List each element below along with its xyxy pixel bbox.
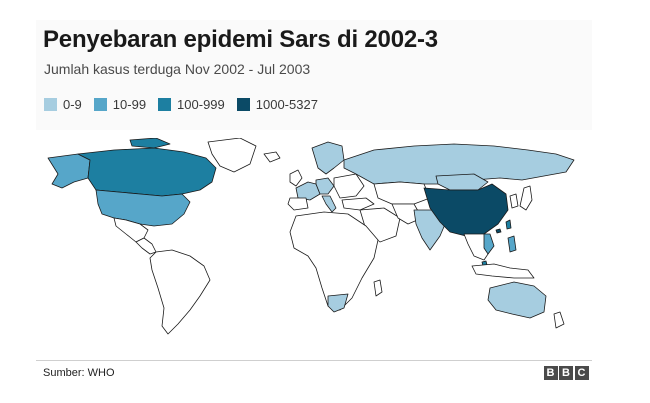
legend-item-100-999: 100-999 (158, 97, 225, 112)
page-title: Penyebaran epidemi Sars di 2002-3 (43, 26, 438, 53)
region-china (423, 183, 509, 237)
legend-swatch (93, 97, 107, 111)
legend-item-1000-5327: 1000-5327 (236, 96, 318, 112)
region-japan (519, 185, 533, 211)
bbc-logo-letter: C (574, 366, 589, 380)
region-central-asia (373, 181, 431, 205)
legend-swatch (44, 97, 57, 111)
region-vietnam (483, 233, 495, 255)
region-south-america (149, 249, 211, 335)
region-iberia (287, 197, 309, 211)
region-south-africa (327, 293, 349, 313)
region-scandinavia (311, 141, 345, 175)
legend-item-0-9: 0-9 (44, 97, 82, 112)
bbc-logo-letter: B (543, 366, 558, 380)
legend-label: 100-999 (177, 96, 225, 112)
bbc-logo: B B C (542, 366, 589, 380)
region-korea (509, 193, 519, 209)
region-australia (487, 281, 547, 319)
legend-swatch (158, 97, 172, 111)
region-taiwan (505, 219, 512, 230)
region-new-zealand (553, 311, 565, 329)
region-hong-kong (495, 228, 502, 234)
page-subtitle: Jumlah kasus terduga Nov 2002 - Jul 2003 (44, 61, 311, 77)
region-madagascar (373, 279, 383, 297)
region-canada (77, 147, 217, 197)
source-note: Sumber: WHO (43, 367, 115, 379)
header-panel (36, 20, 592, 130)
region-philippines (507, 235, 517, 253)
legend-swatch (236, 97, 250, 111)
region-greenland (207, 138, 257, 173)
legend-item-10-99: 10-99 (93, 96, 147, 112)
region-uk (289, 169, 303, 187)
region-germany (315, 177, 335, 195)
region-central-america (135, 237, 157, 255)
region-usa (95, 189, 191, 227)
legend-label: 0-9 (63, 96, 82, 112)
legend-label: 10-99 (112, 96, 147, 112)
region-iceland (263, 151, 281, 163)
world-map (47, 138, 575, 335)
legend: 0-9 10-99 100-999 1000-5327 (44, 96, 330, 112)
region-alaska (47, 153, 91, 189)
region-eastern-europe (333, 173, 365, 199)
region-canada-arctic (129, 138, 171, 149)
legend-label: 1000-5327 (255, 96, 318, 112)
region-italy (321, 195, 337, 213)
bbc-logo-letter: B (559, 366, 573, 380)
region-iran-afg (391, 203, 423, 225)
footer-divider (36, 360, 592, 361)
region-indonesia (471, 263, 535, 279)
region-turkey (341, 197, 375, 211)
region-africa (289, 211, 379, 311)
